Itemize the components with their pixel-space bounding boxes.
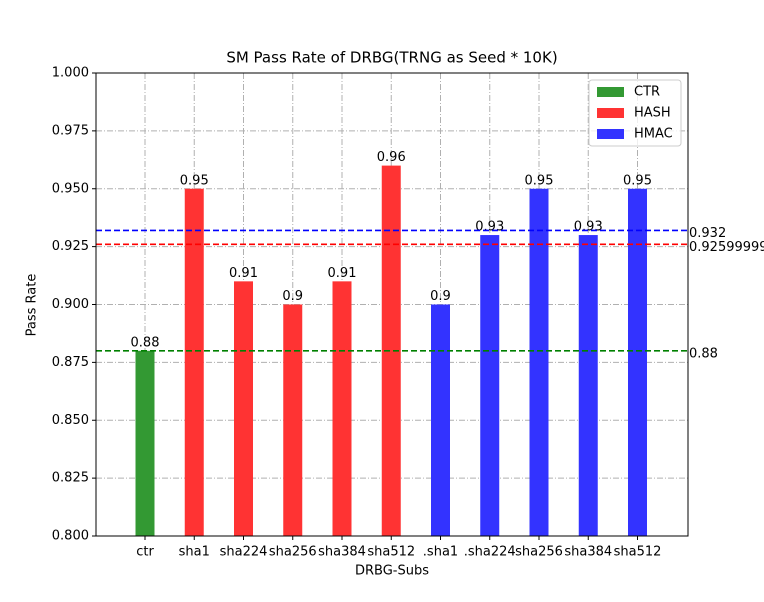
y-tick-label: 0.925 [52,239,89,254]
bar [234,281,253,536]
x-tick-label: sha1 [179,545,210,560]
x-tick-label: ctr [136,545,154,560]
y-tick-label: 0.950 [52,181,89,196]
data-label: 0.96 [377,150,406,165]
legend-label: HASH [634,106,671,121]
reference-label: 0.9259999999999999 [689,240,764,255]
legend-label: HMAC [634,127,673,142]
data-label: 0.91 [328,266,357,281]
x-tick-label: sha512 [367,545,415,560]
legend-label: CTR [634,85,660,100]
legend-swatch [597,108,624,118]
x-tick-label: sha256 [515,545,563,560]
bar [135,350,155,536]
x-tick-label: sha384 [564,545,612,560]
x-tick-label: .sha1 [423,545,458,560]
bar [283,304,303,536]
data-label: 0.95 [623,173,652,188]
y-tick-label: 0.825 [52,471,89,486]
bar [381,165,401,536]
bar [529,188,549,536]
y-tick-label: 0.875 [52,355,89,370]
data-label: 0.93 [475,220,504,235]
y-axis-label: Pass Rate [25,274,40,337]
data-label: 0.93 [574,220,603,235]
bar [184,188,204,536]
y-tick-label: 0.975 [52,123,89,138]
plot-frame [95,72,689,537]
bar [431,304,450,536]
data-label: 0.88 [131,335,160,350]
bar [578,235,598,537]
x-axis-label: DRBG-Subs [355,564,429,579]
bar [332,281,352,536]
chart-title: SM Pass Rate of DRBG(TRNG as Seed * 10K) [226,49,557,67]
x-tick-label: sha384 [318,545,366,560]
legend-swatch [597,87,624,97]
bar [628,188,647,536]
bar [480,235,500,537]
x-tick-label: sha512 [614,545,662,560]
y-tick-label: 0.900 [52,297,89,312]
data-label: 0.95 [180,173,209,188]
reference-label: 0.932 [689,226,726,241]
data-label: 0.91 [229,266,258,281]
x-tick-label: .sha224 [464,545,516,560]
reference-label: 0.88 [689,346,718,361]
data-label: 0.9 [282,289,303,304]
y-tick-label: 0.800 [52,529,89,544]
x-tick-label: sha224 [220,545,268,560]
y-tick-label: 1.000 [52,66,89,81]
data-label: 0.95 [525,173,554,188]
data-label: 0.9 [430,289,451,304]
x-tick-label: sha256 [269,545,317,560]
y-tick-label: 0.850 [52,413,89,428]
legend-swatch [597,129,624,139]
